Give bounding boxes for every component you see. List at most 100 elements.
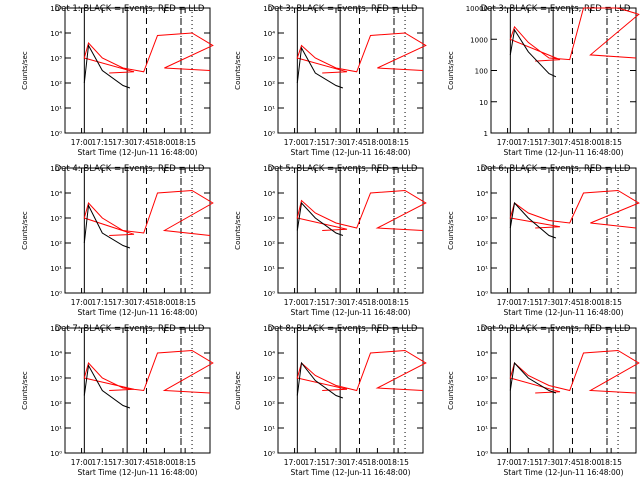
y-tick-label: 10 <box>479 99 488 107</box>
x-tick-label: 18:00 <box>154 298 176 307</box>
y-tick-label: 10⁰ <box>263 290 275 298</box>
y-tick-label: 10⁰ <box>50 450 62 458</box>
y-tick-label: 1 <box>484 130 488 138</box>
y-tick-label: 100 <box>475 68 488 76</box>
y-axis-label: Counts/sec <box>447 371 455 410</box>
events-series-line <box>296 361 344 399</box>
y-tick-label: 10¹ <box>263 105 275 113</box>
x-axis-label: Start Time (12-Jun-11 16:48:00) <box>291 308 411 317</box>
lld-series-line <box>83 32 214 74</box>
x-tick-label: 17:45 <box>346 138 368 147</box>
x-tick-label: 18:15 <box>387 298 409 307</box>
lld-series-line <box>296 32 427 74</box>
events-series-line <box>296 46 344 89</box>
panel-title: Det 1: BLACK = Events, RED = LLD <box>55 4 205 14</box>
x-tick-label: 17:45 <box>559 138 581 147</box>
y-tick-label: 10³ <box>476 215 488 223</box>
y-axis-label: Counts/sec <box>447 51 455 90</box>
x-tick-label: 18:15 <box>174 138 196 147</box>
events-series-line <box>296 201 344 236</box>
x-tick-label: 17:15 <box>304 298 326 307</box>
events-series-line <box>509 201 557 239</box>
y-tick-label: 10² <box>263 80 275 88</box>
y-tick-label: 10³ <box>50 375 62 383</box>
y-tick-label: 10⁰ <box>476 450 488 458</box>
plot-frame <box>277 327 424 454</box>
y-tick-label: 10000 <box>466 5 488 13</box>
y-tick-label: 10¹ <box>50 425 62 433</box>
y-tick-label: 10⁵ <box>263 5 275 13</box>
x-axis-label: Start Time (12-Jun-11 16:48:00) <box>78 468 198 477</box>
panel-title: Det 8: BLACK = Events, RED = LLD <box>268 324 418 334</box>
x-tick-label: 17:30 <box>112 298 134 307</box>
panel-title: Det 3: BLACK = Events, RED = LLD <box>481 4 631 14</box>
x-tick-label: 17:15 <box>304 138 326 147</box>
x-tick-label: 17:00 <box>71 138 93 147</box>
plot-frame <box>64 327 211 454</box>
lld-series-line <box>509 7 640 62</box>
plot-frame <box>64 167 211 294</box>
x-tick-label: 18:00 <box>154 458 176 467</box>
x-tick-label: 17:30 <box>538 138 560 147</box>
x-tick-label: 17:15 <box>517 458 539 467</box>
x-axis-label: Start Time (12-Jun-11 16:48:00) <box>504 308 624 317</box>
plot-frame <box>277 167 424 294</box>
events-series-line <box>509 28 557 78</box>
x-tick-label: 18:00 <box>154 138 176 147</box>
y-tick-label: 10² <box>476 400 488 408</box>
x-axis-label: Start Time (12-Jun-11 16:48:00) <box>291 148 411 157</box>
chart-panel: Det 4: BLACK = Events, RED = LLD Counts/s… <box>21 164 214 317</box>
chart-panel: Det 3: BLACK = Events, RED = LLD Counts/s… <box>234 4 427 157</box>
x-tick-label: 17:15 <box>91 298 113 307</box>
x-axis-label: Start Time (12-Jun-11 16:48:00) <box>78 148 198 157</box>
x-axis-label: Start Time (12-Jun-11 16:48:00) <box>504 468 624 477</box>
y-axis-label: Counts/sec <box>21 51 29 90</box>
x-tick-label: 17:45 <box>559 458 581 467</box>
y-axis-label: Counts/sec <box>447 211 455 250</box>
y-tick-label: 10² <box>263 240 275 248</box>
y-axis-label: Counts/sec <box>21 371 29 410</box>
y-tick-label: 10⁴ <box>263 30 275 38</box>
y-tick-label: 10⁵ <box>50 165 62 173</box>
x-tick-label: 17:00 <box>284 138 306 147</box>
y-tick-label: 10⁴ <box>50 350 62 358</box>
y-tick-label: 10¹ <box>476 425 488 433</box>
events-series-line <box>83 363 131 409</box>
y-tick-label: 10⁴ <box>476 190 488 198</box>
y-tick-label: 10⁰ <box>263 450 275 458</box>
y-tick-label: 10⁵ <box>50 325 62 333</box>
y-tick-label: 10¹ <box>263 265 275 273</box>
chart-panel: Det 5: BLACK = Events, RED = LLD Counts/s… <box>234 164 427 317</box>
x-tick-label: 17:15 <box>91 458 113 467</box>
x-tick-label: 17:45 <box>346 458 368 467</box>
y-axis-label: Counts/sec <box>234 371 242 410</box>
y-tick-label: 10² <box>263 400 275 408</box>
y-tick-label: 10³ <box>263 375 275 383</box>
panel-title: Det 3: BLACK = Events, RED = LLD <box>268 4 418 14</box>
y-tick-label: 10³ <box>263 215 275 223</box>
panel-title: Det 6: BLACK = Events, RED = LLD <box>481 164 631 174</box>
y-tick-label: 10⁴ <box>476 350 488 358</box>
chart-panel: Det 3: BLACK = Events, RED = LLD Counts/s… <box>447 4 640 157</box>
x-tick-label: 17:00 <box>497 458 519 467</box>
y-tick-label: 10² <box>476 240 488 248</box>
events-series-line <box>83 43 131 89</box>
y-axis-label: Counts/sec <box>21 211 29 250</box>
x-tick-label: 17:00 <box>71 458 93 467</box>
x-tick-label: 17:15 <box>517 298 539 307</box>
y-tick-label: 10⁴ <box>50 190 62 198</box>
y-tick-label: 10² <box>50 400 62 408</box>
x-tick-label: 17:00 <box>284 458 306 467</box>
y-tick-label: 10¹ <box>50 105 62 113</box>
y-tick-label: 10⁵ <box>476 165 488 173</box>
y-tick-label: 10⁰ <box>476 290 488 298</box>
x-tick-label: 17:30 <box>112 138 134 147</box>
lld-series-line <box>83 349 214 394</box>
x-tick-label: 18:15 <box>387 138 409 147</box>
y-tick-label: 10⁵ <box>263 165 275 173</box>
x-tick-label: 17:30 <box>538 458 560 467</box>
y-tick-label: 10⁵ <box>263 325 275 333</box>
lld-series-line <box>83 189 214 236</box>
panel-title: Det 4: BLACK = Events, RED = LLD <box>55 164 205 174</box>
